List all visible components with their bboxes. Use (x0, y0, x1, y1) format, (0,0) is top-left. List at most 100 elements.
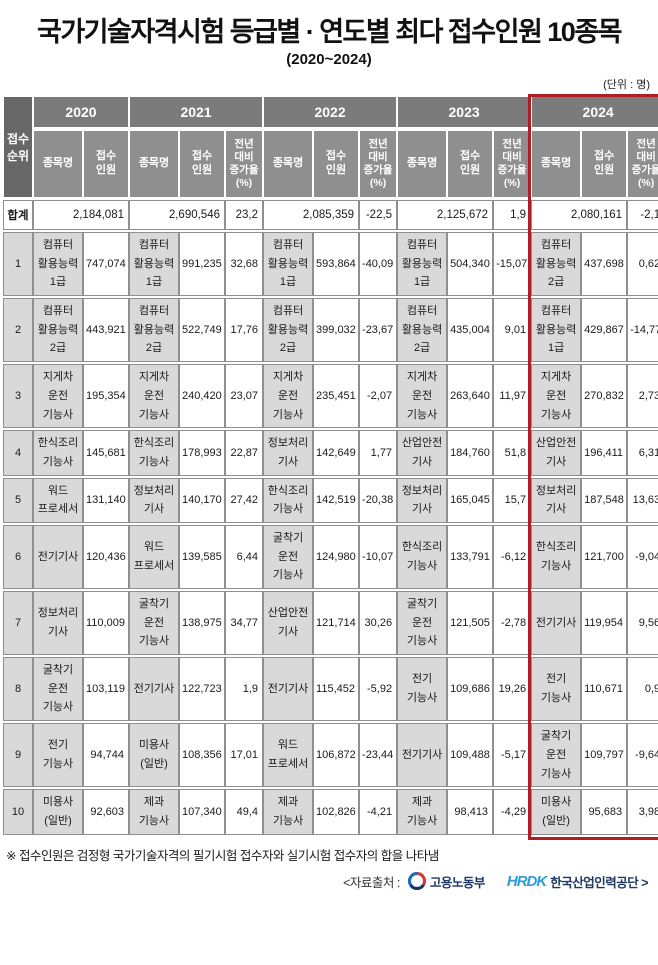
subject-cell-2023: 컴퓨터 활용능력 2급 (397, 298, 448, 363)
total-applicants-2023: 2,125,672 (397, 200, 494, 230)
subject-cell-2022: 전기기사 (263, 657, 314, 722)
subject-cell-2020: 워드 프로세서 (33, 477, 83, 523)
growth-cell-2024: 0,62 (627, 232, 658, 297)
applicants-cell-2023: 184,760 (447, 430, 494, 476)
growth-cell-2024: -9,64 (627, 723, 658, 788)
table-row: 5 워드 프로세서 131,140 정보처리 기사 140,170 27,42 한식조리 기… (3, 477, 658, 523)
applicants-cell-2020: 110,009 (83, 591, 129, 656)
applicants-cell-2022: 121,714 (313, 591, 360, 656)
applicants-cell-2023: 263,640 (447, 364, 494, 429)
subject-cell-2020: 정보처리 기사 (33, 591, 83, 656)
rank-cell: 6 (3, 524, 33, 589)
total-applicants-2021: 2,690,546 (129, 200, 225, 230)
growth-cell-2024: 6,31 (627, 430, 658, 476)
rank-cell: 8 (3, 657, 33, 722)
growth-cell-2021: 22,87 (225, 430, 264, 476)
subject-cell-2021: 정보처리 기사 (129, 477, 179, 523)
growth-cell-2021: 1,9 (225, 657, 264, 722)
subject-cell-2022: 한식조리 기능사 (263, 477, 314, 523)
subject-cell-2024: 전기기사 (531, 591, 582, 656)
subject-cell-2020: 전기 기능사 (33, 723, 83, 788)
subject-cell-2020: 굴착기 운전 기능사 (33, 657, 83, 722)
applicants-cell-2024: 437,698 (581, 232, 628, 297)
applicants-cell-2021: 522,749 (179, 298, 225, 363)
applicants-cell-2021: 178,993 (179, 430, 225, 476)
applicants-cell-2021: 138,975 (179, 591, 225, 656)
table-row: 1 컴퓨터 활용능력 1급 747,074 컴퓨터 활용능력 1급 991,235 32,… (3, 232, 658, 297)
subject-cell-2022: 굴착기 운전 기능사 (263, 524, 314, 589)
applicants-cell-2022: 235,451 (313, 364, 360, 429)
subject-cell-2024: 정보처리 기사 (531, 477, 582, 523)
subject-cell-2020: 컴퓨터 활용능력 1급 (33, 232, 83, 297)
year-2023-header: 2023 (397, 96, 532, 128)
subject-cell-2023: 컴퓨터 활용능력 1급 (397, 232, 448, 297)
growth-cell-2024: 2,73 (627, 364, 658, 429)
subject-cell-2020: 미용사 (일반) (33, 789, 83, 835)
year-2022-header: 2022 (263, 96, 398, 128)
applicants-cell-2024: 429,867 (581, 298, 628, 363)
rank-cell: 4 (3, 430, 33, 476)
applicants-cell-2021: 122,723 (179, 657, 225, 722)
subject-cell-2021: 컴퓨터 활용능력 2급 (129, 298, 179, 363)
applicants-cell-2024: 187,548 (581, 477, 628, 523)
applicants-cell-2021: 140,170 (179, 477, 225, 523)
subject-cell-2024: 전기 기능사 (531, 657, 582, 722)
applicants-cell-2024: 109,797 (581, 723, 628, 788)
page-subtitle: (2020~2024) (286, 51, 372, 68)
growth-header: 전년 대비 증가율 (%) (627, 130, 658, 198)
growth-cell-2021: 27,42 (225, 477, 264, 523)
subject-cell-2023: 정보처리 기사 (397, 477, 448, 523)
subject-cell-2023: 굴착기 운전 기능사 (397, 591, 448, 656)
total-row: 합계 2,184,081 2,690,546 23,2 2,085,359 -2… (3, 200, 658, 230)
subject-cell-2024: 지게차 운전 기능사 (531, 364, 582, 429)
applicants-cell-2023: 98,413 (447, 789, 494, 835)
growth-cell-2021: 6,44 (225, 524, 264, 589)
page-title: 국가기술자격시험 등급별 · 연도별 최다 접수인원 10종목 (36, 17, 623, 47)
subject-cell-2021: 지게차 운전 기능사 (129, 364, 179, 429)
ranking-table: 접수 순위 2020 2021 2022 2023 2024 종목명 접수 인원… (3, 94, 658, 837)
table-row: 6 전기기사 120,436 워드 프로세서 139,585 6,44 굴착기 운전 기능사… (3, 524, 658, 589)
table-row: 3 지게차 운전 기능사 195,354 지게차 운전 기능사 240,420 23,07… (3, 364, 658, 429)
subject-cell-2020: 한식조리 기능사 (33, 430, 83, 476)
subject-cell-2023: 산업안전 기사 (397, 430, 448, 476)
subject-cell-2024: 굴착기 운전 기능사 (531, 723, 582, 788)
growth-cell-2021: 23,07 (225, 364, 264, 429)
total-applicants-2024: 2,080,161 (531, 200, 628, 230)
subject-cell-2022: 컴퓨터 활용능력 2급 (263, 298, 314, 363)
growth-cell-2023: -2,78 (493, 591, 532, 656)
growth-cell-2023: -4,29 (493, 789, 532, 835)
growth-cell-2022: -23,44 (359, 723, 398, 788)
rank-cell: 10 (3, 789, 33, 835)
applicants-cell-2022: 142,649 (313, 430, 360, 476)
year-2021-header: 2021 (129, 96, 264, 128)
growth-cell-2021: 49,4 (225, 789, 264, 835)
total-applicants-2022: 2,085,359 (263, 200, 360, 230)
applicants-cell-2020: 120,436 (83, 524, 129, 589)
growth-cell-2023: 11,97 (493, 364, 532, 429)
subject-cell-2022: 지게차 운전 기능사 (263, 364, 314, 429)
total-growth-2022: -22,5 (359, 200, 398, 230)
growth-cell-2024: -14,77 (627, 298, 658, 363)
table-wrap: 접수 순위 2020 2021 2022 2023 2024 종목명 접수 인원… (3, 94, 658, 840)
growth-header: 전년 대비 증가율 (%) (225, 130, 264, 198)
growth-cell-2023: 15,7 (493, 477, 532, 523)
subject-cell-2024: 한식조리 기능사 (531, 524, 582, 589)
rank-cell: 2 (3, 298, 33, 363)
growth-cell-2024: 3,98 (627, 789, 658, 835)
applicants-cell-2024: 119,954 (581, 591, 628, 656)
subject-cell-2024: 컴퓨터 활용능력 2급 (531, 232, 582, 297)
applicants-cell-2022: 115,452 (313, 657, 360, 722)
total-growth-2021: 23,2 (225, 200, 264, 230)
applicants-cell-2024: 196,411 (581, 430, 628, 476)
growth-header: 전년 대비 증가율 (%) (359, 130, 398, 198)
applicants-cell-2024: 270,832 (581, 364, 628, 429)
hrdk-brand: HRDK 한국산업인력공단 > (507, 872, 649, 891)
growth-cell-2021: 32,68 (225, 232, 264, 297)
growth-cell-2022: -23,67 (359, 298, 398, 363)
table-row: 8 굴착기 운전 기능사 103,119 전기기사 122,723 1,9 전기기사 115,… (3, 657, 658, 722)
rank-cell: 7 (3, 591, 33, 656)
applicants-cell-2020: 747,074 (83, 232, 129, 297)
subject-cell-2021: 굴착기 운전 기능사 (129, 591, 179, 656)
subject-cell-2020: 전기기사 (33, 524, 83, 589)
subject-cell-2023: 전기기사 (397, 723, 448, 788)
